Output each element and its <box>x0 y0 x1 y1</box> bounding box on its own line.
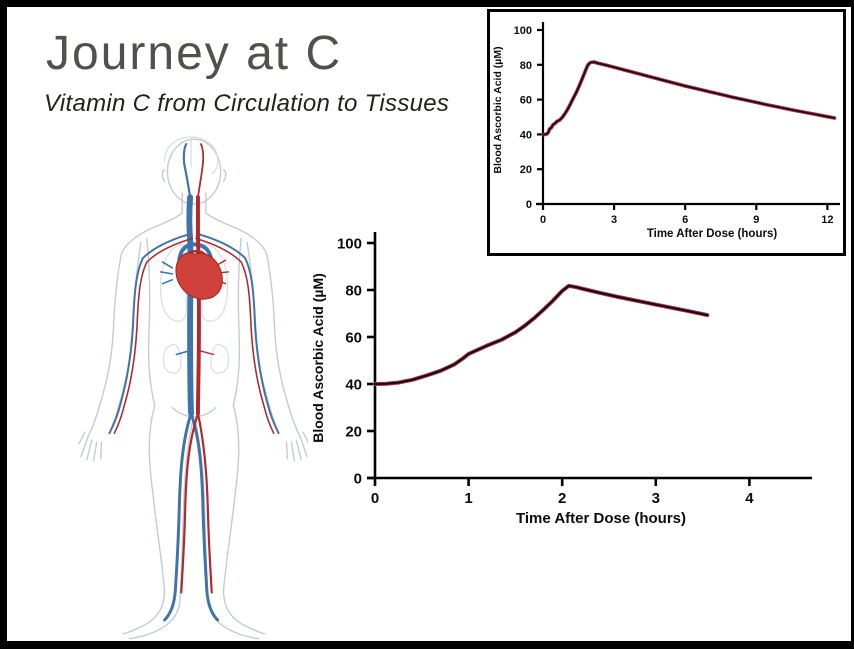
y-tick-label: 20 <box>520 164 532 176</box>
y-tick-label: 40 <box>520 129 532 141</box>
arteries <box>113 143 275 594</box>
main-chart: 0 20 40 60 80 100 0 1 2 3 4 Time After Dose (hours)… <box>308 226 820 538</box>
x-axis-label: Time After Dose (hours) <box>516 510 686 527</box>
slide-title: Journey at C <box>46 27 343 80</box>
y-tick-label: 80 <box>345 282 362 299</box>
x-tick-label: 2 <box>558 490 566 507</box>
blood-ascorbic-curve-edge <box>373 283 710 386</box>
human-body-svg <box>78 136 310 640</box>
x-tick-label: 3 <box>611 214 617 226</box>
y-tick-label: 60 <box>520 95 532 107</box>
x-tick-label: 12 <box>821 214 833 226</box>
y-tick-label: 100 <box>514 25 532 37</box>
y-axis-label: Blood Ascorbic Acid (µM) <box>492 46 504 173</box>
brain-outline <box>163 136 219 175</box>
y-tick-label: 0 <box>526 199 532 211</box>
circulatory-figure <box>78 126 314 642</box>
x-axis-label: Time After Dose (hours) <box>647 228 778 240</box>
right-kidney-outline <box>210 343 230 374</box>
left-kidney-outline <box>162 343 182 374</box>
inset-chart: 0 20 40 60 80 100 0 3 6 9 12 Time After Dose (hours… <box>487 9 846 256</box>
body-outline <box>78 138 310 640</box>
x-tick-label: 6 <box>682 214 688 226</box>
x-tick-label: 4 <box>745 490 754 507</box>
blood-ascorbic-curve <box>374 284 709 385</box>
y-axis-label: Blood Ascorbic Acid (µM) <box>310 273 326 443</box>
blood-ascorbic-curve <box>542 61 836 136</box>
y-tick-label: 100 <box>337 235 362 252</box>
y-tick-label: 0 <box>354 470 362 487</box>
y-tick-label: 60 <box>345 329 362 346</box>
y-tick-label: 40 <box>345 376 362 393</box>
veins <box>108 142 280 622</box>
x-tick-label: 0 <box>371 490 379 507</box>
slide-subtitle: Vitamin C from Circulation to Tissues <box>44 90 450 117</box>
y-tick-label: 80 <box>520 60 532 72</box>
x-tick-label: 9 <box>753 214 759 226</box>
y-tick-label: 20 <box>345 423 362 440</box>
x-tick-label: 0 <box>540 214 546 226</box>
blood-ascorbic-curve-edge <box>541 60 837 137</box>
x-tick-label: 1 <box>464 490 472 507</box>
heart-shape <box>175 252 223 300</box>
x-tick-label: 3 <box>652 490 660 507</box>
